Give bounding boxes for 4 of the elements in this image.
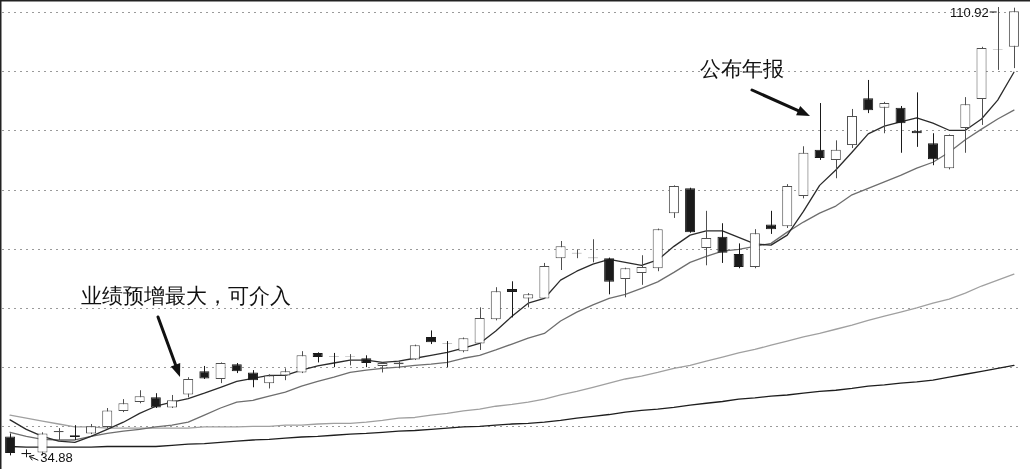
annotation: 业绩预增最大，可介入 <box>81 284 291 309</box>
annotation: 公布年报 <box>700 57 784 82</box>
annotation: 110.92 <box>949 4 989 20</box>
annotation: 34.88 <box>40 449 73 465</box>
